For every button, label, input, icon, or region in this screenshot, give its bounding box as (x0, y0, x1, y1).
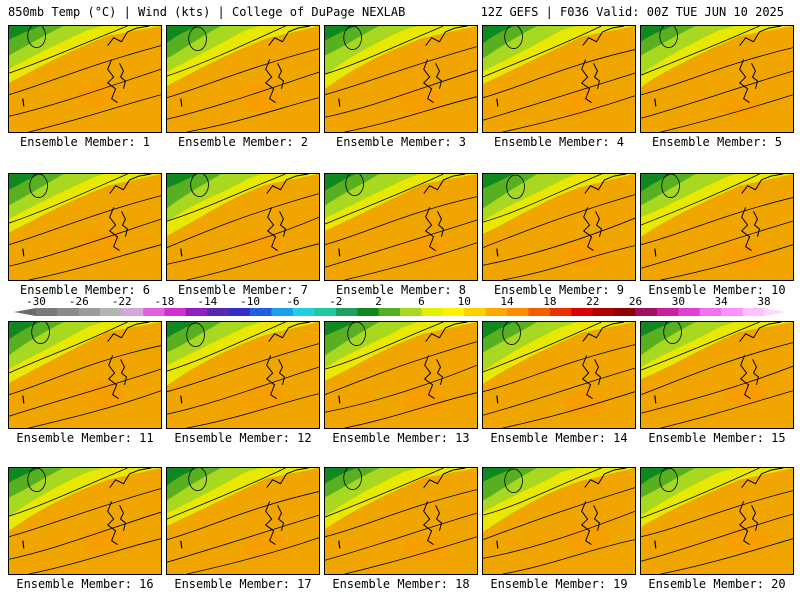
colorbar-cell (721, 308, 743, 316)
ensemble-member-map (482, 467, 636, 575)
colorbar-tick-label: -14 (197, 295, 218, 308)
colorbar-tick-label: -30 (26, 295, 46, 308)
colorbar-tick-label: 18 (543, 295, 557, 308)
colorbar-tick-label: 26 (628, 295, 643, 308)
ensemble-member-map (640, 25, 794, 133)
colorbar-cell (485, 308, 508, 316)
ensemble-member-map (324, 25, 478, 133)
colorbar-cell (121, 308, 144, 316)
colorbar-cell (699, 308, 722, 316)
colorbar-cell (36, 308, 58, 316)
ensemble-member-caption: Ensemble Member: 10 (648, 283, 786, 297)
colorbar-cell (614, 308, 636, 316)
ensemble-member-caption: Ensemble Member: 18 (332, 577, 470, 591)
ensemble-member-caption: Ensemble Member: 5 (651, 135, 783, 149)
ensemble-member-map (482, 25, 636, 133)
ensemble-member-caption: Ensemble Member: 11 (16, 431, 154, 445)
colorbar-cell (592, 308, 615, 316)
ensemble-member-map (166, 173, 320, 281)
ensemble-member-map (8, 25, 162, 133)
colorbar-cell (207, 308, 230, 316)
colorbar-tick-label: -2 (329, 295, 343, 308)
colorbar-right-arrow (764, 308, 786, 316)
run-valid-time: 12Z GEFS | F036 Valid: 00Z TUE JUN 10 20… (480, 5, 784, 19)
colorbar-cell (464, 308, 486, 316)
colorbar-tick-label: 22 (586, 295, 600, 308)
ensemble-member-map (8, 467, 162, 575)
ensemble-member-map (8, 173, 162, 281)
colorbar-cell (335, 308, 358, 316)
ensemble-member-caption: Ensemble Member: 8 (335, 283, 467, 297)
ensemble-member-caption: Ensemble Member: 4 (493, 135, 625, 149)
colorbar-cell (742, 308, 765, 316)
colorbar-cell (185, 308, 208, 316)
ensemble-member-caption: Ensemble Member: 14 (490, 431, 628, 445)
colorbar-cell (421, 308, 444, 316)
colorbar-cell (164, 308, 187, 316)
ensemble-member-map (482, 321, 636, 429)
ensemble-member-caption: Ensemble Member: 19 (490, 577, 628, 591)
colorbar-cell (678, 308, 701, 316)
ensemble-member-caption: Ensemble Member: 13 (332, 431, 470, 445)
colorbar-tick-label: 34 (714, 295, 728, 308)
colorbar-cell (250, 308, 272, 316)
colorbar-cell (400, 308, 422, 316)
colorbar-tick-label: 6 (418, 295, 425, 308)
ensemble-member-map (324, 467, 478, 575)
colorbar-cell (656, 308, 679, 316)
colorbar-left-arrow (14, 308, 36, 316)
colorbar-cell (228, 308, 251, 316)
colorbar-cell (528, 308, 551, 316)
colorbar-cell (378, 308, 401, 316)
colorbar-tick-label: 14 (500, 295, 514, 308)
ensemble-member-caption: Ensemble Member: 6 (19, 283, 151, 297)
ensemble-member-map (166, 467, 320, 575)
ensemble-member-map (324, 321, 478, 429)
colorbar-cell (635, 308, 658, 316)
ensemble-member-map (166, 25, 320, 133)
ensemble-member-map (166, 321, 320, 429)
colorbar-cell (100, 308, 122, 316)
colorbar-cell (143, 308, 165, 316)
colorbar-tick-label: 38 (757, 295, 771, 308)
colorbar-cell (78, 308, 101, 316)
colorbar-tick-label: 30 (671, 295, 685, 308)
colorbar-tick-label: 2 (375, 295, 382, 308)
ensemble-member-caption: Ensemble Member: 12 (174, 431, 312, 445)
colorbar-tick-label: -10 (240, 295, 261, 308)
ensemble-member-caption: Ensemble Member: 3 (335, 135, 467, 149)
ensemble-member-map (482, 173, 636, 281)
colorbar-tick-label: -18 (154, 295, 175, 308)
ensemble-member-caption: Ensemble Member: 20 (648, 577, 786, 591)
ensemble-member-caption: Ensemble Member: 9 (493, 283, 625, 297)
ensemble-member-caption: Ensemble Member: 17 (174, 577, 312, 591)
ensemble-member-map (640, 467, 794, 575)
map-title: 850mb Temp (°C) | Wind (kts) | College o… (8, 5, 406, 19)
ensemble-member-caption: Ensemble Member: 16 (16, 577, 154, 591)
ensemble-member-caption: Ensemble Member: 1 (19, 135, 151, 149)
ensemble-member-map (8, 321, 162, 429)
colorbar-tick-label: 10 (457, 295, 471, 308)
colorbar-tick-label: -6 (286, 295, 300, 308)
colorbar-cell (292, 308, 315, 316)
ensemble-member-map (640, 173, 794, 281)
colorbar-cell (314, 308, 337, 316)
ensemble-member-map (324, 173, 478, 281)
colorbar-cells (14, 308, 786, 316)
colorbar-tick-label: -26 (68, 295, 89, 308)
colorbar-cell (57, 308, 80, 316)
ensemble-member-caption: Ensemble Member: 2 (177, 135, 309, 149)
temperature-colorbar (14, 308, 786, 316)
colorbar-cell (571, 308, 594, 316)
header: 850mb Temp (°C) | Wind (kts) | College o… (0, 0, 800, 24)
colorbar-cell (442, 308, 465, 316)
colorbar-cell (271, 308, 294, 316)
ensemble-member-caption: Ensemble Member: 7 (177, 283, 309, 297)
colorbar-cell (549, 308, 572, 316)
colorbar-cell (357, 308, 379, 316)
colorbar-cell (507, 308, 529, 316)
ensemble-member-map (640, 321, 794, 429)
ensemble-member-caption: Ensemble Member: 15 (648, 431, 786, 445)
colorbar-tick-label: -22 (111, 295, 132, 308)
